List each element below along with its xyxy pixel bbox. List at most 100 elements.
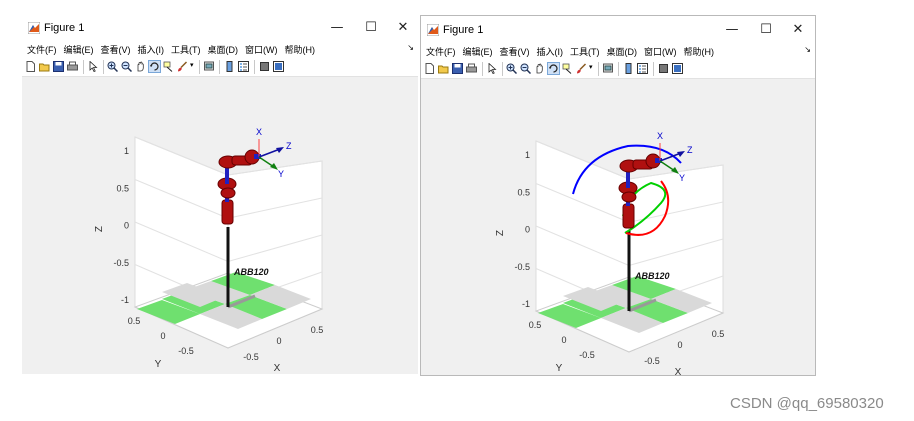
menu-edit[interactable]: 编辑(E)	[462, 47, 493, 57]
show-plot-tools-icon[interactable]	[273, 61, 284, 72]
toolbar-separator	[254, 60, 255, 74]
rotate-3d-icon[interactable]	[148, 60, 161, 73]
legend-icon[interactable]	[637, 63, 648, 74]
zoom-out-icon[interactable]	[121, 61, 132, 72]
menu-help[interactable]: 帮助(H)	[284, 45, 316, 55]
x-tick-label: 0.5	[712, 329, 725, 339]
legend-icon[interactable]	[238, 61, 249, 72]
colorbar-icon[interactable]	[224, 61, 235, 72]
z-gridline	[535, 225, 630, 266]
new-figure-icon[interactable]	[424, 63, 435, 74]
close-button[interactable]: ✕	[792, 22, 804, 37]
minimize-button[interactable]: —	[330, 20, 344, 35]
robot-label: ABB120	[233, 267, 269, 277]
zoom-in-icon[interactable]	[107, 61, 118, 72]
figure-window-2: Figure 1 — ☐ ✕ 文件(F) 编辑(E) 查看(V) 插入(I) 工具(T)…	[420, 15, 816, 376]
robot-3d-plot[interactable]: 1 0.5 0 -0.5 -1 Z 0.5 0 -0.5 Y -0.5 0 0.5 X ABB120 X Z Y	[22, 77, 418, 374]
menu-edit[interactable]: 编辑(E)	[63, 45, 94, 55]
frame-z-label: Z	[687, 145, 693, 155]
frame-z-arrowhead	[677, 151, 685, 157]
pointer-icon[interactable]	[88, 61, 99, 72]
x-tick-label: -0.5	[243, 352, 259, 362]
maximize-button[interactable]: ☐	[760, 22, 772, 37]
robot-wrist	[655, 158, 662, 163]
menu-window[interactable]: 窗口(W)	[245, 45, 278, 55]
brush-dropdown-icon[interactable]: ▾	[589, 64, 593, 71]
link-plot-icon[interactable]	[204, 61, 215, 72]
figure-canvas[interactable]: 1 0.5 0 -0.5 -1 Z 0.5 0 -0.5 Y -0.5 0 0.5 X ABB120 X Z Y	[421, 79, 815, 375]
menu-tools[interactable]: 工具(T)	[570, 47, 600, 57]
z-gridline	[134, 179, 229, 219]
dock-arrow-icon[interactable]: ↘	[804, 45, 811, 54]
menu-tools[interactable]: 工具(T)	[171, 45, 201, 55]
window-title: Figure 1	[443, 24, 484, 36]
pointer-icon[interactable]	[487, 63, 498, 74]
floor-tile	[186, 281, 250, 304]
rotate-3d-icon[interactable]	[547, 62, 560, 75]
menu-file[interactable]: 文件(F)	[426, 47, 456, 57]
minimize-button[interactable]: —	[725, 22, 739, 37]
brush-icon[interactable]	[177, 61, 188, 72]
hide-plot-tools-icon[interactable]	[658, 63, 669, 74]
menu-insert[interactable]: 插入(I)	[536, 47, 564, 57]
link-plot-icon[interactable]	[603, 63, 614, 74]
toolbar-separator	[83, 60, 84, 74]
z-tick-label: -0.5	[113, 258, 129, 268]
frame-z-label: Z	[286, 141, 292, 151]
maximize-button[interactable]: ☐	[365, 20, 377, 35]
toolbar-separator	[219, 60, 220, 74]
figure-toolbar: ▾	[22, 58, 418, 77]
zoom-out-icon[interactable]	[520, 63, 531, 74]
open-file-icon[interactable]	[438, 63, 449, 74]
menu-view[interactable]: 查看(V)	[100, 45, 131, 55]
close-button[interactable]: ✕	[397, 20, 409, 35]
save-icon[interactable]	[53, 61, 64, 72]
colorbar-icon[interactable]	[623, 63, 634, 74]
menu-insert[interactable]: 插入(I)	[137, 45, 165, 55]
data-cursor-icon[interactable]	[163, 61, 174, 72]
robot-link-upper	[225, 162, 229, 184]
robot-link-base	[622, 203, 635, 229]
brush-dropdown-icon[interactable]: ▾	[190, 62, 194, 69]
new-figure-icon[interactable]	[25, 61, 36, 72]
frame-x-label: X	[657, 131, 663, 141]
menu-file[interactable]: 文件(F)	[27, 45, 57, 55]
title-bar[interactable]: Figure 1 — ☐ ✕	[421, 16, 815, 44]
floor-tile	[250, 285, 311, 309]
hide-plot-tools-icon[interactable]	[259, 61, 270, 72]
data-cursor-icon[interactable]	[562, 63, 573, 74]
show-plot-tools-icon[interactable]	[672, 63, 683, 74]
menu-desktop[interactable]: 桌面(D)	[207, 45, 239, 55]
print-icon[interactable]	[466, 63, 477, 74]
menu-bar: 文件(F) 编辑(E) 查看(V) 插入(I) 工具(T) 桌面(D) 窗口(W) 帮助(H)…	[22, 42, 418, 58]
frame-y-label: Y	[278, 169, 284, 179]
menu-window[interactable]: 窗口(W)	[644, 47, 677, 57]
frame-x-label: X	[256, 127, 262, 137]
frame-y-arrow	[659, 160, 676, 172]
toolbar-separator	[103, 60, 104, 74]
z-axis-label: Z	[94, 226, 105, 232]
figure-canvas[interactable]: 1 0.5 0 -0.5 -1 Z 0.5 0 -0.5 Y -0.5 0 0.5 X ABB120 X Z Y	[22, 77, 418, 374]
save-icon[interactable]	[452, 63, 463, 74]
menu-help[interactable]: 帮助(H)	[683, 47, 715, 57]
print-icon[interactable]	[67, 61, 78, 72]
z-tick-label: -1	[121, 295, 129, 305]
pan-icon[interactable]	[135, 61, 146, 72]
menu-view[interactable]: 查看(V)	[499, 47, 530, 57]
brush-icon[interactable]	[576, 63, 587, 74]
dock-arrow-icon[interactable]: ↘	[407, 43, 414, 52]
title-bar[interactable]: Figure 1 — ☐ ✕	[22, 14, 418, 42]
frame-z-arrow	[258, 148, 281, 158]
open-file-icon[interactable]	[39, 61, 50, 72]
base-shadow	[628, 298, 657, 313]
menu-desktop[interactable]: 桌面(D)	[606, 47, 638, 57]
floor-tile	[587, 285, 651, 308]
robot-3d-plot[interactable]: 1 0.5 0 -0.5 -1 Z 0.5 0 -0.5 Y -0.5 0 0.5 X ABB120 X Z Y	[421, 79, 815, 375]
z-gridline	[134, 136, 229, 176]
zoom-in-icon[interactable]	[506, 63, 517, 74]
z-gridline	[535, 140, 630, 180]
pan-icon[interactable]	[534, 63, 545, 74]
robot-label: ABB120	[634, 271, 670, 281]
y-tick-label: 0.5	[529, 320, 542, 330]
z-tick-label: 1	[525, 150, 530, 160]
